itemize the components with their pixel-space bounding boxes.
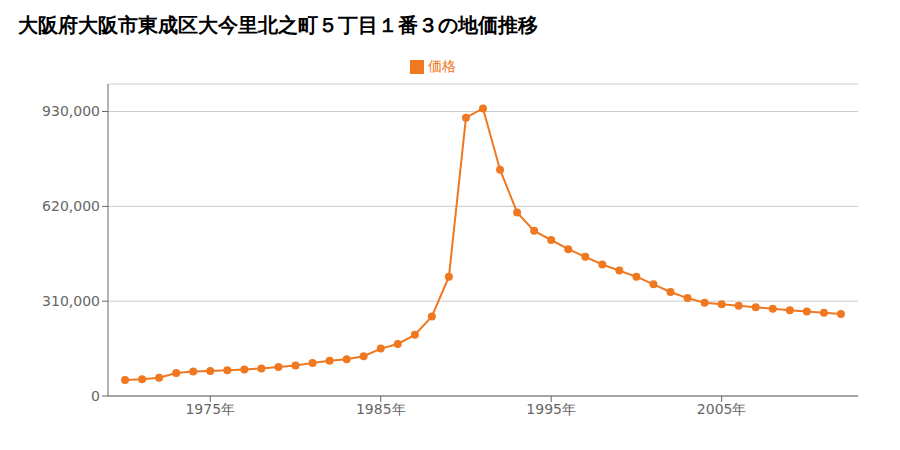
svg-text:2005年: 2005年 — [697, 401, 747, 417]
svg-text:930,000: 930,000 — [42, 103, 100, 119]
svg-text:1995年: 1995年 — [526, 401, 576, 417]
html-text:大阪府大阪市東成区大今里北之町５丁目１番３の地価推移: 大阪府大阪市東成区大今里北之町５丁目１番３の地価推移 — [18, 13, 538, 37]
svg-text:310,000: 310,000 — [42, 293, 100, 309]
svg-text:620,000: 620,000 — [42, 198, 100, 214]
svg-text:1985年: 1985年 — [356, 401, 406, 417]
html-text:価格: 価格 — [428, 58, 456, 74]
svg-text:0: 0 — [91, 388, 100, 404]
svg-text:1975年: 1975年 — [185, 401, 235, 417]
